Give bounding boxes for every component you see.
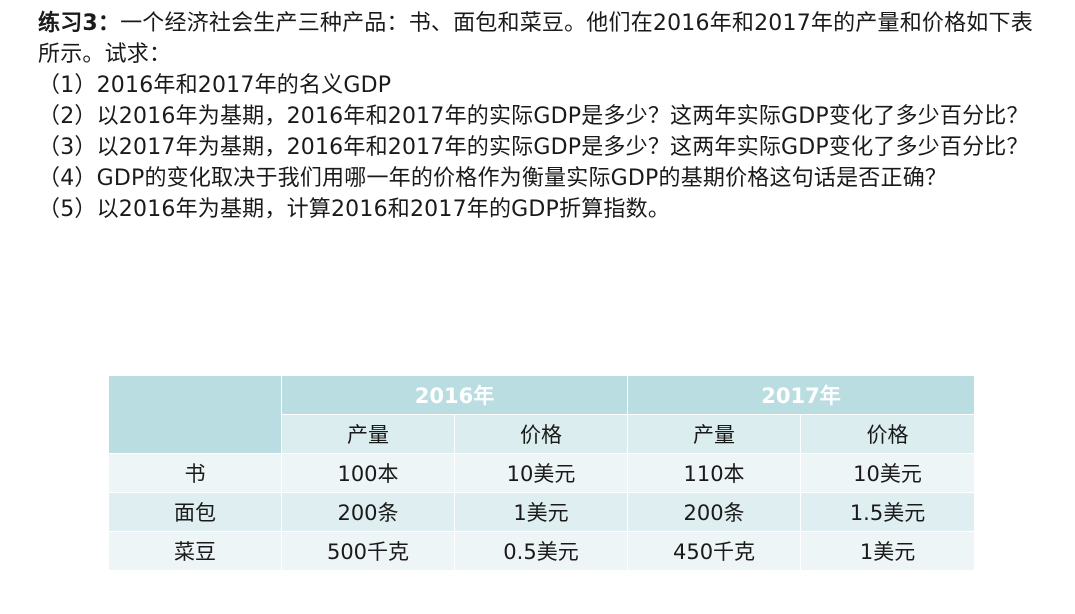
exercise-intro: 练习3：一个经济社会生产三种产品：书、面包和菜豆。他们在2016年和2017年的… — [38, 8, 1048, 70]
product-name: 菜豆 — [108, 531, 282, 571]
price-2016: 1美元 — [453, 492, 629, 532]
year-header-2016: 2016年 — [280, 375, 629, 415]
subheader-quantity-2016: 产量 — [281, 414, 455, 454]
price-2017: 10美元 — [800, 453, 976, 493]
question-1: （1）2016年和2017年的名义GDP — [38, 73, 392, 98]
price-2016: 10美元 — [453, 453, 629, 493]
question-2: （2）以2016年为基期，2016年和2017年的实际GDP是多少？这两年实际G… — [38, 104, 1029, 129]
price-2017: 1.5美元 — [800, 492, 976, 532]
question-4: （4）GDP的变化取决于我们用哪一年的价格作为衡量实际GDP的基期价格这句话是否… — [38, 166, 948, 191]
question-3: （3）以2017年为基期，2016年和2017年的实际GDP是多少？这两年实际G… — [38, 135, 1029, 160]
table-header-row: 2016年 2017年 — [108, 375, 976, 454]
table-corner-cell — [108, 375, 282, 454]
subheader-quantity-2017: 产量 — [627, 414, 802, 454]
question-5: （5）以2016年为基期，计算2016和2017年的GDP折算指数。 — [38, 197, 671, 222]
product-name: 面包 — [108, 492, 282, 532]
product-name: 书 — [108, 453, 282, 493]
subheader-price-2016: 价格 — [453, 414, 629, 454]
quantity-2016: 200条 — [281, 492, 455, 532]
production-price-table: 2016年 2017年 产量 价格 产量 价格 书 100本 10美元 110本… — [108, 375, 976, 571]
table-row: 面包 200条 1美元 200条 1.5美元 — [108, 492, 976, 532]
quantity-2016: 500千克 — [281, 531, 455, 571]
quantity-2017: 450千克 — [627, 531, 802, 571]
price-2016: 0.5美元 — [453, 531, 629, 571]
exercise-title: 练习3： — [38, 11, 121, 36]
data-table: 2016年 2017年 产量 价格 产量 价格 书 100本 10美元 110本… — [108, 375, 976, 571]
price-2017: 1美元 — [800, 531, 976, 571]
exercise-text: 练习3：一个经济社会生产三种产品：书、面包和菜豆。他们在2016年和2017年的… — [38, 8, 1048, 225]
quantity-2016: 100本 — [281, 453, 455, 493]
table-row: 书 100本 10美元 110本 10美元 — [108, 453, 976, 493]
quantity-2017: 200条 — [627, 492, 802, 532]
quantity-2017: 110本 — [627, 453, 802, 493]
subheader-price-2017: 价格 — [800, 414, 976, 454]
year-header-2017: 2017年 — [627, 375, 976, 415]
exercise-description: 一个经济社会生产三种产品：书、面包和菜豆。他们在2016年和2017年的产量和价… — [38, 11, 1033, 67]
table-row: 菜豆 500千克 0.5美元 450千克 1美元 — [108, 531, 976, 571]
table-subheader-row: 产量 价格 产量 价格 — [109, 414, 976, 454]
